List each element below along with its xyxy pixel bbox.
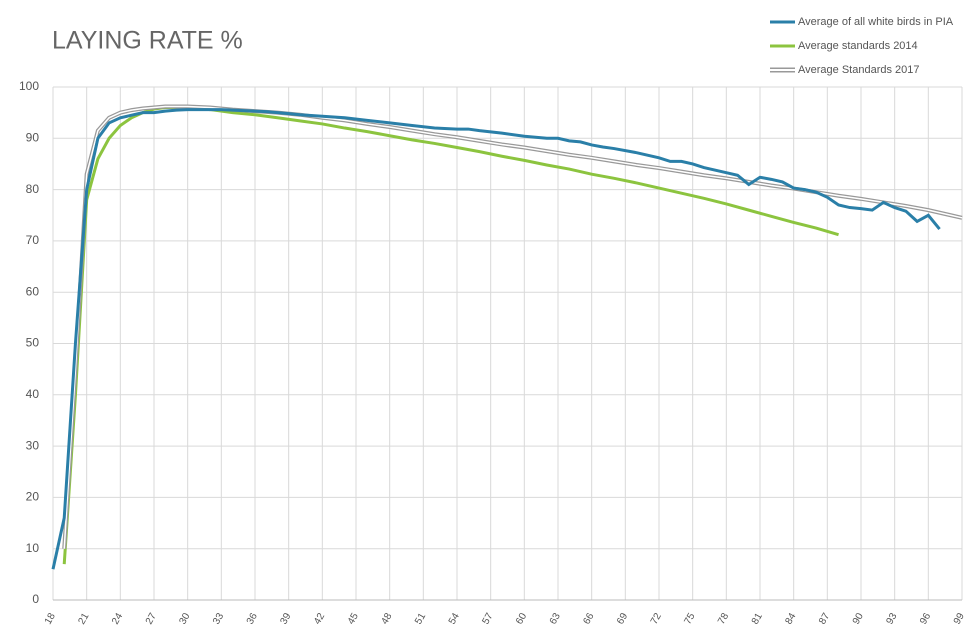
x-tick-label: 66 (581, 611, 596, 627)
x-tick-label: 48 (379, 611, 394, 627)
x-tick-label: 63 (548, 611, 563, 627)
x-tick-label: 81 (750, 611, 765, 627)
x-tick-label: 84 (783, 611, 798, 627)
y-tick-label: 0 (32, 592, 39, 606)
x-tick-label: 69 (615, 611, 630, 627)
y-tick-label: 20 (26, 490, 40, 504)
x-tick-label: 24 (110, 611, 125, 627)
x-tick-label: 39 (278, 611, 293, 627)
y-tick-label: 10 (26, 541, 40, 555)
legend-label: Average standards 2014 (798, 40, 918, 52)
legend-label: Average of all white birds in PIA (798, 16, 954, 28)
y-tick-label: 50 (26, 336, 40, 350)
x-tick-label: 57 (480, 611, 495, 627)
y-tick-label: 100 (19, 79, 39, 93)
chart-title: LAYING RATE % (52, 27, 243, 55)
x-tick-label: 51 (413, 611, 428, 627)
x-tick-label: 30 (177, 611, 192, 627)
x-tick-label: 54 (447, 611, 462, 627)
x-tick-label: 87 (817, 611, 832, 627)
x-tick-label: 21 (76, 611, 91, 627)
x-tick-label: 36 (245, 611, 260, 627)
x-tick-label: 96 (918, 611, 933, 627)
y-tick-label: 80 (26, 182, 40, 196)
y-tick-label: 90 (26, 130, 40, 144)
x-tick-label: 18 (43, 611, 58, 627)
y-tick-label: 70 (26, 233, 40, 247)
x-tick-label: 42 (312, 611, 327, 627)
y-tick-label: 30 (26, 438, 40, 452)
x-tick-label: 99 (952, 611, 967, 627)
x-tick-label: 27 (144, 611, 159, 627)
y-tick-label: 60 (26, 284, 40, 298)
x-tick-label: 33 (211, 611, 226, 627)
x-tick-label: 60 (514, 611, 529, 627)
x-tick-label: 45 (346, 611, 361, 627)
x-tick-label: 72 (649, 611, 664, 627)
x-tick-label: 93 (884, 611, 899, 627)
series-line (51, 108, 941, 570)
x-tick-label: 78 (716, 611, 731, 627)
x-tick-label: 75 (682, 611, 697, 627)
legend-label: Average Standards 2017 (798, 64, 920, 76)
x-tick-label: 90 (851, 611, 866, 627)
y-tick-label: 40 (26, 387, 40, 401)
